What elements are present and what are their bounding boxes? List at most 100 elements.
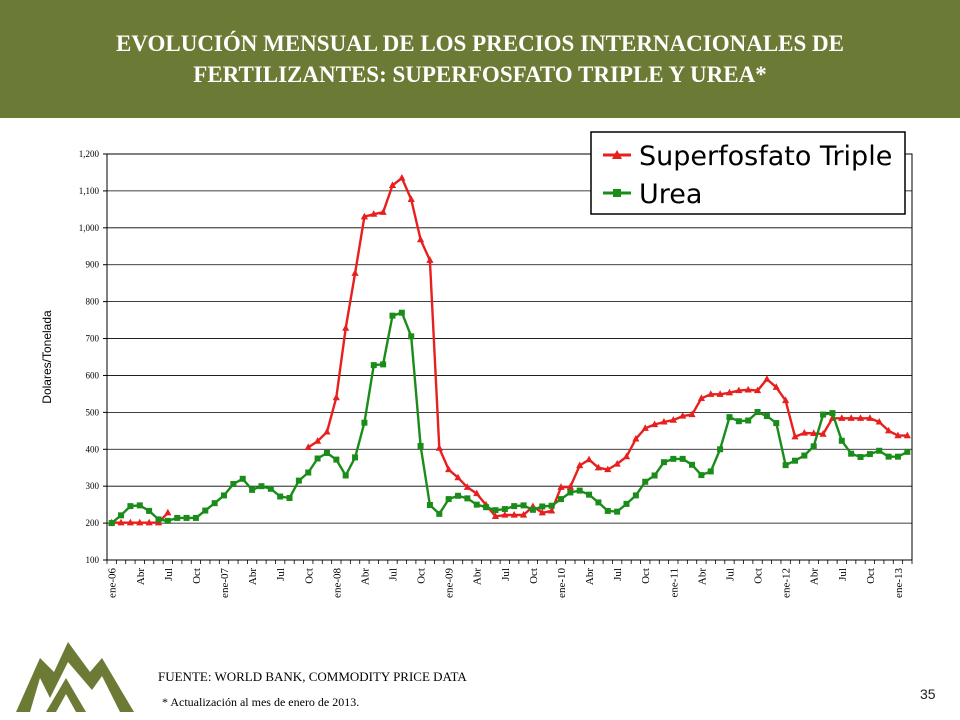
data-point [455,492,462,499]
data-point [670,455,677,462]
chart-legend: Superfosfato Triple Urea [590,131,906,215]
data-point [230,480,237,487]
data-point [136,502,143,509]
data-point [876,447,883,454]
data-point [857,454,864,461]
data-point [688,410,696,418]
plot-frame [106,153,913,561]
data-point [548,506,556,514]
data-point [501,510,509,518]
x-tick-label: Oct [640,568,652,584]
data-point [510,510,518,518]
data-point [221,492,228,499]
data-point [398,173,406,181]
data-point [782,396,790,404]
data-point [586,491,593,498]
data-point [707,468,714,475]
data-point [416,235,425,243]
data-point [145,518,153,526]
x-tick-label: ene-08 [331,568,343,598]
x-tick-label: Oct [303,568,315,584]
y-axis-label: Dolares/Tonelada [40,310,54,404]
y-tick-label: 500 [86,407,100,417]
data-point [398,309,405,316]
data-point [164,508,172,516]
data-point [725,388,734,396]
y-tick-label: 900 [86,260,100,270]
x-tick-label: ene-09 [444,568,456,598]
data-point [370,362,377,369]
data-point [379,208,387,215]
series-line [111,176,908,524]
y-tick-label: 300 [86,481,100,491]
x-tick-label: Oct [416,568,428,584]
data-point [501,506,508,513]
data-point [651,472,658,479]
data-point [744,385,752,393]
data-point [473,501,480,508]
y-tick-label: 600 [86,370,100,380]
data-point [772,383,780,390]
data-point [595,499,602,506]
data-point [753,386,762,394]
data-point [539,503,546,510]
data-point [885,453,892,460]
data-point [286,494,293,501]
data-point [697,394,705,401]
data-point [894,453,901,460]
data-point [660,459,667,466]
data-point [650,420,659,428]
data-point [791,432,799,440]
data-point [604,507,611,514]
data-point [436,510,443,517]
data-point [632,434,640,442]
data-point [585,455,593,463]
legend-item: Urea [603,179,702,210]
data-point [417,442,424,449]
data-point [511,503,518,510]
x-axis-ticks: ene-06 Abr Jul Oct ene-07 Abr Jul Oct ene-08 Abr J… [106,560,913,598]
x-tick-label: Jul [275,568,287,581]
data-point [445,465,453,473]
data-point [594,463,603,471]
data-point [623,500,630,507]
data-point [791,457,798,464]
data-point [323,449,330,456]
data-point [519,510,528,518]
y-tick-label: 100 [86,555,100,565]
data-point [567,489,574,496]
data-point [557,496,564,503]
x-tick-label: Abr [247,568,259,585]
data-point [408,333,415,340]
data-point [735,418,742,425]
data-point [679,455,686,462]
x-tick-label: Abr [809,568,821,585]
data-point [641,424,649,431]
data-point [211,500,218,507]
data-point [810,429,818,437]
chart-gridlines [106,153,913,561]
x-tick-label: Oct [528,568,540,584]
y-tick-label: 700 [86,334,100,344]
data-point [258,483,265,490]
legend-marker [612,150,622,159]
data-point [389,312,396,319]
data-point [669,416,677,423]
data-point [520,502,527,509]
data-point [360,212,369,220]
legend-item: Superfosfato Triple [603,141,892,172]
data-point [361,419,368,426]
y-tick-label: 1,000 [79,223,100,233]
data-point [735,386,743,394]
x-tick-label: Jul [500,568,512,581]
data-point [239,475,246,482]
data-point [819,430,827,437]
data-point [426,256,434,263]
data-point [351,269,359,276]
source-note: FUENTE: WORLD BANK, COMMODITY PRICE DATA [158,669,467,684]
data-point [866,451,873,458]
data-point [782,462,789,469]
data-point [604,465,612,473]
x-tick-label: Abr [135,568,147,585]
data-point [491,512,500,520]
